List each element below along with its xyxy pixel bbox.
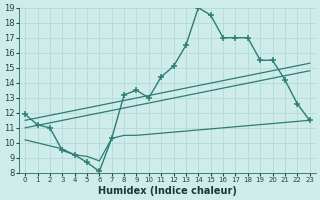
X-axis label: Humidex (Indice chaleur): Humidex (Indice chaleur) [98, 186, 237, 196]
